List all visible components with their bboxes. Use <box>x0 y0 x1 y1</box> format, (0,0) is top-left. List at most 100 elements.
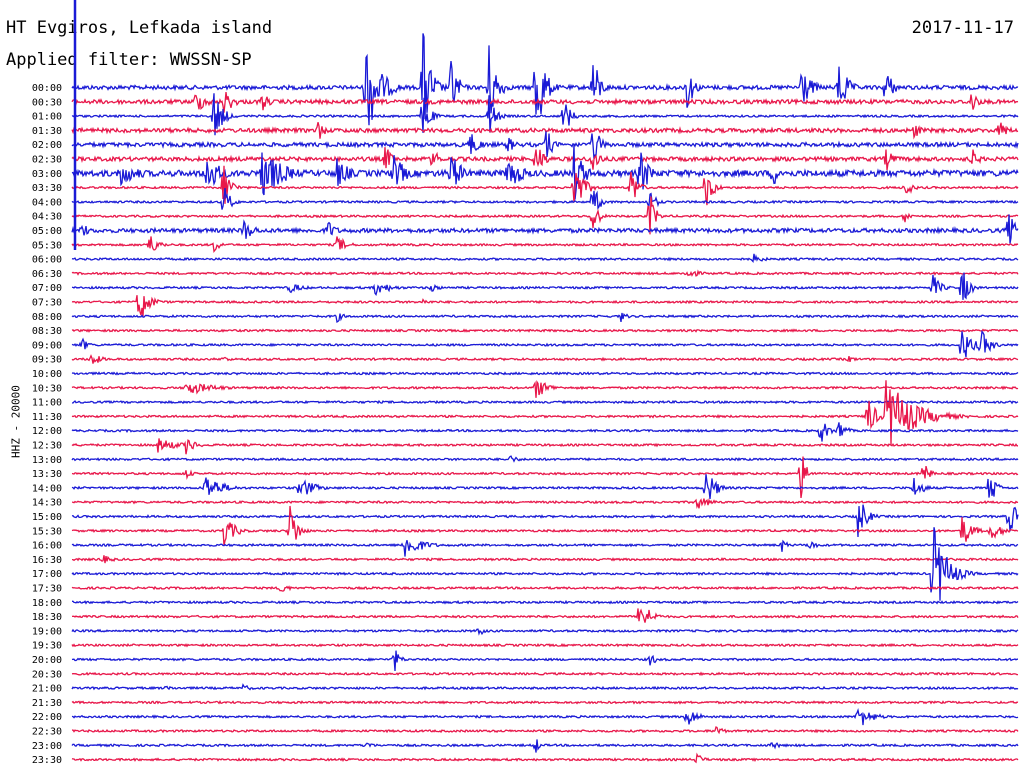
row-time-label: 18:30 <box>32 612 62 623</box>
trace-line <box>71 272 1019 300</box>
row-time-label: 17:30 <box>32 584 62 595</box>
row-time-label: 00:30 <box>32 97 62 108</box>
row-time-label: 04:00 <box>32 197 62 208</box>
row-time-label: 05:00 <box>32 226 62 237</box>
row-time-label: 19:30 <box>32 641 62 652</box>
row-time-label: 22:30 <box>32 727 62 738</box>
trace-line <box>71 505 1019 547</box>
trace-line <box>71 650 1018 672</box>
trace-line <box>71 539 1019 557</box>
row-time-label: 10:00 <box>32 369 62 380</box>
trace-line <box>71 236 1019 254</box>
trace-line <box>71 253 1019 263</box>
trace-line <box>71 122 1019 140</box>
trace-line <box>71 328 1019 333</box>
row-time-label: 18:00 <box>32 598 62 609</box>
trace-line <box>71 165 1019 206</box>
trace-line <box>71 92 1019 113</box>
trace-line <box>71 380 1019 398</box>
trace-line <box>71 628 1019 636</box>
row-time-label: 16:30 <box>32 555 62 566</box>
row-time-label: 11:30 <box>32 412 62 423</box>
trace-line <box>71 455 1019 463</box>
row-time-label: 09:00 <box>32 340 62 351</box>
trace-line <box>71 504 1019 538</box>
row-time-label: 20:30 <box>32 669 62 680</box>
trace-line <box>71 131 1019 159</box>
trace-line <box>71 312 1019 323</box>
trace-line <box>71 330 1019 358</box>
row-time-label: 16:00 <box>32 541 62 552</box>
trace-line <box>72 555 1019 564</box>
row-time-label: 12:00 <box>32 426 62 437</box>
row-time-label: 19:00 <box>32 626 62 637</box>
row-time-label: 08:00 <box>32 312 62 323</box>
row-time-label: 01:30 <box>32 126 62 137</box>
trace-line <box>71 354 1019 364</box>
trace-line <box>71 527 1019 601</box>
trace-line <box>71 700 1019 705</box>
row-time-label: 05:30 <box>32 240 62 251</box>
row-time-label: 06:30 <box>32 269 62 280</box>
trace-line <box>71 188 1019 210</box>
trace-line <box>71 295 1019 317</box>
date-label: 2017-11-17 <box>911 18 1014 38</box>
row-time-label: 01:00 <box>32 112 62 123</box>
row-time-label: 10:30 <box>32 383 62 394</box>
row-time-label: 21:00 <box>32 684 62 695</box>
row-time-label: 17:00 <box>32 569 62 580</box>
trace-line <box>71 608 1019 623</box>
trace-line <box>71 707 1019 726</box>
trace-line <box>71 380 1019 446</box>
trace-line <box>72 599 1019 605</box>
trace-line <box>71 438 1018 455</box>
trace-line <box>71 33 1019 126</box>
row-time-label: 14:30 <box>32 498 62 509</box>
row-time-label: 09:30 <box>32 355 62 366</box>
station-title: HT Evgiros, Lefkada island <box>6 18 273 38</box>
row-time-label: 21:30 <box>32 698 62 709</box>
trace-line <box>71 422 1019 442</box>
trace-line <box>71 456 1019 498</box>
trace-line <box>71 474 1019 499</box>
trace-line <box>71 147 1019 171</box>
row-time-label: 00:00 <box>32 83 62 94</box>
trace-line <box>71 752 1019 764</box>
trace-line <box>71 214 1019 244</box>
filter-label: Applied filter: WWSSN-SP <box>6 50 252 70</box>
trace-line <box>71 143 1019 200</box>
trace-line <box>71 399 1019 405</box>
row-time-label: 11:00 <box>32 398 62 409</box>
trace-line <box>71 498 1019 510</box>
row-time-label: 22:00 <box>32 712 62 723</box>
row-time-label: 14:00 <box>32 483 62 494</box>
row-time-label: 12:30 <box>32 441 62 452</box>
trace-line <box>71 269 1019 277</box>
row-time-label: 06:00 <box>32 255 62 266</box>
row-time-label: 20:00 <box>32 655 62 666</box>
row-time-label: 15:30 <box>32 526 62 537</box>
row-time-label: 07:30 <box>32 298 62 309</box>
trace-line <box>71 196 1019 235</box>
row-time-label: 23:00 <box>32 741 62 752</box>
row-time-label: 13:00 <box>32 455 62 466</box>
row-time-label: 04:30 <box>32 212 62 223</box>
row-time-label: 23:30 <box>32 755 62 766</box>
row-time-label: 03:30 <box>32 183 62 194</box>
row-time-label: 03:00 <box>32 169 62 180</box>
trace-line <box>71 671 1019 677</box>
trace-line <box>71 726 1019 735</box>
trace-line <box>71 683 1019 691</box>
trace-line <box>71 739 1019 753</box>
row-time-label: 08:30 <box>32 326 62 337</box>
row-time-label: 13:30 <box>32 469 62 480</box>
trace-line <box>71 371 1019 376</box>
row-time-label: 02:30 <box>32 155 62 166</box>
trace-line <box>71 585 1019 592</box>
trace-line <box>71 642 1019 648</box>
trace-line <box>71 93 1019 136</box>
row-time-label: 02:00 <box>32 140 62 151</box>
row-time-label: 15:00 <box>32 512 62 523</box>
row-time-label: 07:00 <box>32 283 62 294</box>
